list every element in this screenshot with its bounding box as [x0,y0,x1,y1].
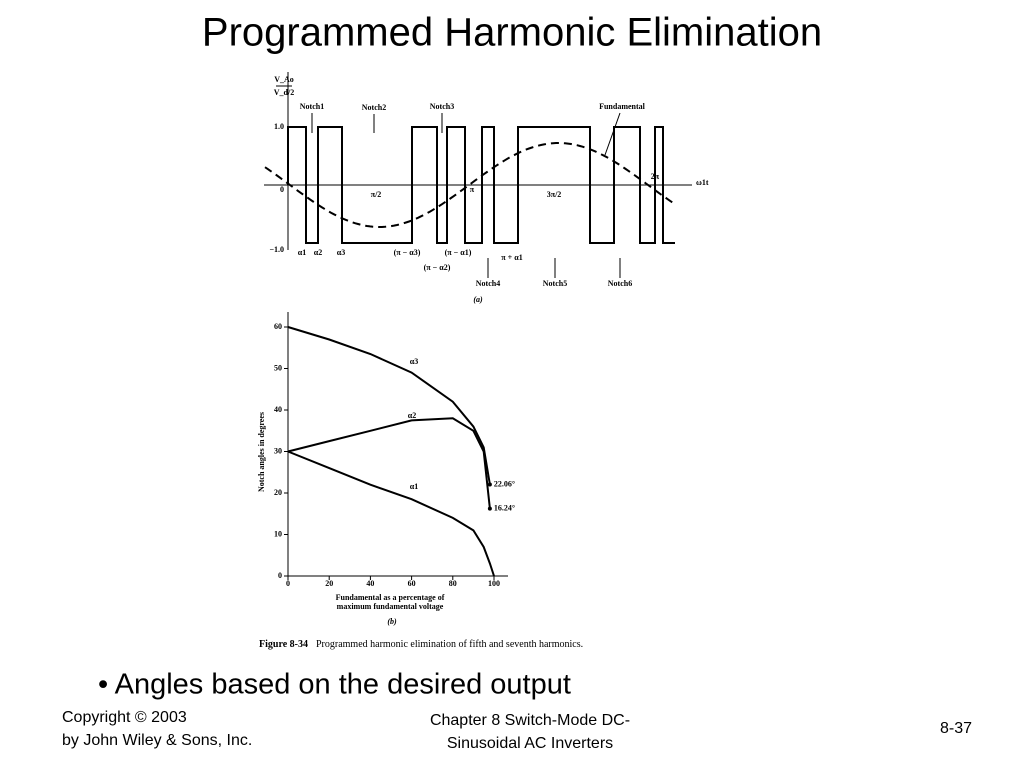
series-label: α2 [408,411,416,420]
y-tick-label: 0 [278,571,282,580]
angle-label: π + α1 [501,253,522,262]
series-line [287,417,491,509]
y-tick: 0 [280,185,284,194]
panel-label: (a) [473,295,483,304]
y-label: V_Ao [274,75,294,84]
fundamental-wave [264,142,677,228]
x-mark: π/2 [371,190,382,199]
y-tick-label: 20 [274,488,282,497]
series-line [287,326,491,485]
end-point [487,482,492,487]
annotation: 16.24° [494,503,515,512]
y-label: V_d/2 [274,88,294,97]
notch-label: Notch4 [476,279,500,288]
x-tick-label: 80 [449,579,457,588]
series-label: α1 [410,482,418,491]
x-mark: π [470,185,475,194]
angle-label: (π − α2) [424,263,451,272]
notch-label: Notch3 [430,102,454,111]
panel-label: (b) [387,617,397,626]
y-tick-label: 50 [274,363,282,372]
caption-text: Programmed harmonic elimination of fifth… [316,639,583,650]
x-tick-label: 100 [488,579,500,588]
footer-left: by John Wiley & Sons, Inc. [62,732,252,749]
footer-center: Chapter 8 Switch-Mode DC- [430,712,630,729]
panel-b: Notch angles in degrees Fundamental as a… [257,312,515,626]
series-label: α3 [410,357,418,366]
notch-label: Notch5 [543,279,567,288]
x-tick-label: 0 [286,579,290,588]
x-axis-label: Fundamental as a percentage of [336,593,445,602]
notch-label: Notch6 [608,279,632,288]
angle-label: (π − α3) [394,248,421,257]
y-tick: −1.0 [269,245,284,254]
angle-label: α3 [337,248,345,257]
footer-left: Copyright © 2003 [62,709,187,726]
angle-label: α2 [314,248,322,257]
x-tick-label: 20 [325,579,333,588]
series-line [287,450,495,577]
caption: Figure 8-34 Programmed harmonic eliminati… [259,639,583,650]
x-axis-label: maximum fundamental voltage [337,602,444,611]
angle-label: α1 [298,248,306,257]
end-point [487,506,492,511]
annotation: 22.06° [494,479,515,488]
waveform [287,126,675,244]
panel-a: V_Ao V_d/2 1.0 0 −1.0 ω1t Notch1 Notch2 … [264,72,709,304]
y-tick-label: 40 [274,405,282,414]
bullet: • Angles based on the desired output [98,669,571,701]
y-axis-label: Notch angles in degrees [257,412,266,492]
fundamental-label: Fundamental [599,102,646,111]
y-tick-label: 60 [274,322,282,331]
y-tick-label: 30 [274,446,282,455]
x-mark: 3π/2 [547,190,562,199]
footer-center: Sinusoidal AC Inverters [447,735,613,752]
y-tick: 1.0 [274,122,284,131]
arrows [311,112,621,278]
x-tick-label: 40 [366,579,374,588]
notch-label: Notch1 [300,102,324,111]
footer-right: 8-37 [940,720,972,737]
x-mark: 2π [651,172,660,181]
slide-title: Programmed Harmonic Elimination [202,11,822,55]
angle-label: (π − α1) [445,248,472,257]
caption-label: Figure 8-34 [259,639,308,650]
notch-label: Notch2 [362,103,386,112]
y-tick-label: 10 [274,529,282,538]
x-tick-label: 60 [408,579,416,588]
x-axis-label: ω1t [696,178,709,187]
